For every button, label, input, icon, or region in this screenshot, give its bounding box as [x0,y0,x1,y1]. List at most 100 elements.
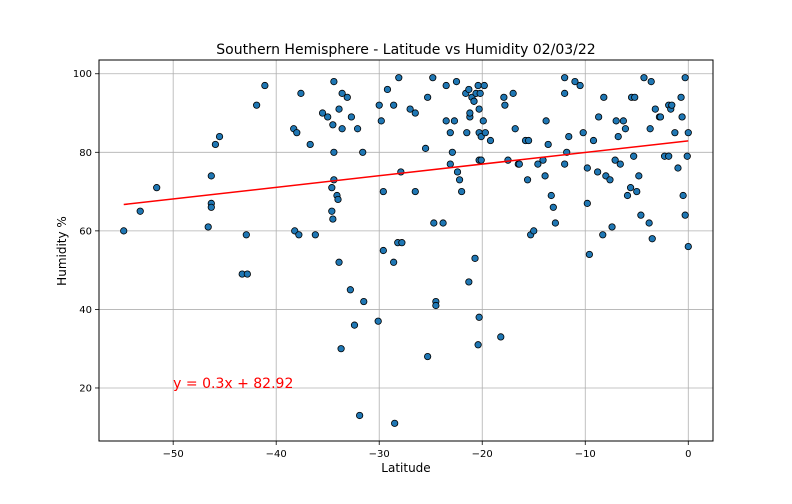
data-point [379,246,387,255]
data-point [631,93,639,101]
data-point [335,105,343,113]
data-point [446,129,454,137]
data-point [626,184,635,192]
data-point [330,78,338,86]
y-tick-label: 100 [73,69,92,80]
data-point [651,105,659,113]
data-point [599,231,607,239]
data-point [455,176,464,184]
data-point [328,207,336,215]
data-point [504,156,512,164]
data-point [211,140,220,149]
data-point [576,81,584,90]
data-point [544,140,552,149]
chart-title: Southern Hemisphere - Latitude vs Humidi… [216,42,595,58]
data-point [432,301,440,310]
y-tick-label: 80 [79,148,92,159]
data-point [684,129,692,137]
data-point [479,117,487,125]
data-point [486,136,495,145]
data-point [595,113,603,121]
data-point [411,109,419,117]
data-point [541,172,549,180]
data-point [561,160,569,168]
data-point [524,136,533,145]
data-point [350,321,359,329]
data-point [398,239,406,247]
data-point [411,187,419,196]
data-point [611,156,619,164]
data-point [390,101,398,109]
data-point [311,231,319,239]
data-point [583,164,591,172]
data-point [424,93,432,101]
data-point [477,156,485,164]
data-point [324,113,332,121]
data-point [383,85,392,94]
data-point [253,101,261,109]
data-point [551,219,559,227]
x-tick-label: 0 [685,449,691,460]
regression-line [123,140,689,206]
data-point [475,105,483,113]
data-point [612,117,620,125]
data-point [452,78,461,86]
data-point [561,89,569,97]
data-point [391,419,399,427]
y-tick-label: 20 [79,383,92,394]
x-tick-label: −50 [163,449,184,460]
x-tick-label: −40 [266,449,287,460]
x-tick-label: −20 [472,449,493,460]
data-point [453,168,462,176]
data-point [665,152,673,160]
data-point [334,195,342,204]
data-point [523,176,532,184]
data-point [347,113,355,121]
data-point [429,74,437,82]
data-point [656,113,665,121]
data-point [360,297,368,306]
y-axis-label: Humidity % [55,216,69,286]
data-point [679,191,687,200]
data-point [446,160,454,168]
data-point [583,199,591,207]
data-point [470,97,478,105]
data-point [338,89,346,97]
data-point [328,184,336,192]
data-point [374,317,382,325]
data-point [474,81,482,90]
data-point [683,152,691,160]
data-point [330,176,338,184]
data-point [668,101,676,109]
data-point [442,117,450,125]
data-point [616,160,624,168]
data-point [681,211,689,219]
data-point [465,85,473,94]
data-point [439,219,447,227]
data-point [346,286,354,294]
data-point [153,184,161,192]
data-point [585,250,593,259]
data-point [630,152,638,160]
x-tick-label: −10 [575,449,596,460]
data-point [547,191,555,200]
data-point [474,341,482,349]
data-point [421,144,430,152]
data-point [465,278,473,286]
data-point [511,125,519,133]
data-point [646,125,654,133]
data-point [297,89,305,97]
data-point [329,215,337,223]
data-point [633,187,641,196]
regression-line-group [123,140,689,206]
data-point [594,168,602,176]
data-point [640,74,648,82]
data-points [120,74,692,427]
data-point [450,117,459,125]
data-point [647,78,655,86]
data-point [648,235,656,243]
x-axis-ticks: −50 −40 −30 −20 −10 0 [163,441,691,460]
data-point [600,93,608,101]
data-point [542,117,550,125]
